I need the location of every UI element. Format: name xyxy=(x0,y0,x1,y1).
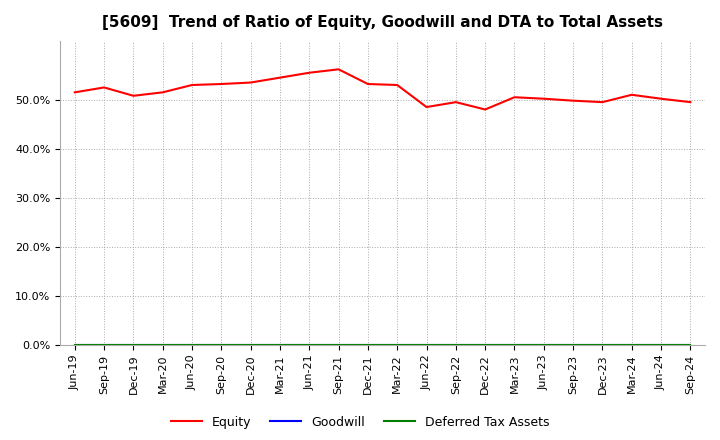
Goodwill xyxy=(510,342,519,347)
Goodwill xyxy=(217,342,225,347)
Goodwill xyxy=(422,342,431,347)
Goodwill xyxy=(71,342,79,347)
Goodwill xyxy=(276,342,284,347)
Equity xyxy=(539,96,548,101)
Equity xyxy=(71,90,79,95)
Equity xyxy=(569,98,577,103)
Equity xyxy=(276,75,284,80)
Goodwill xyxy=(569,342,577,347)
Equity xyxy=(246,80,255,85)
Equity xyxy=(393,82,402,88)
Equity xyxy=(364,81,372,87)
Goodwill xyxy=(627,342,636,347)
Equity xyxy=(598,99,607,105)
Deferred Tax Assets xyxy=(657,342,665,347)
Equity xyxy=(627,92,636,97)
Deferred Tax Assets xyxy=(334,342,343,347)
Goodwill xyxy=(364,342,372,347)
Goodwill xyxy=(657,342,665,347)
Equity xyxy=(158,90,167,95)
Deferred Tax Assets xyxy=(158,342,167,347)
Deferred Tax Assets xyxy=(129,342,138,347)
Deferred Tax Assets xyxy=(627,342,636,347)
Goodwill xyxy=(393,342,402,347)
Goodwill xyxy=(100,342,109,347)
Goodwill xyxy=(334,342,343,347)
Goodwill xyxy=(188,342,197,347)
Equity xyxy=(481,107,490,112)
Equity xyxy=(188,82,197,88)
Equity xyxy=(100,85,109,90)
Goodwill xyxy=(539,342,548,347)
Equity xyxy=(422,104,431,110)
Goodwill xyxy=(686,342,695,347)
Deferred Tax Assets xyxy=(539,342,548,347)
Title: [5609]  Trend of Ratio of Equity, Goodwill and DTA to Total Assets: [5609] Trend of Ratio of Equity, Goodwil… xyxy=(102,15,663,30)
Deferred Tax Assets xyxy=(71,342,79,347)
Goodwill xyxy=(481,342,490,347)
Deferred Tax Assets xyxy=(100,342,109,347)
Deferred Tax Assets xyxy=(364,342,372,347)
Equity xyxy=(217,81,225,87)
Goodwill xyxy=(158,342,167,347)
Equity xyxy=(129,93,138,99)
Deferred Tax Assets xyxy=(481,342,490,347)
Deferred Tax Assets xyxy=(569,342,577,347)
Equity xyxy=(686,99,695,105)
Legend: Equity, Goodwill, Deferred Tax Assets: Equity, Goodwill, Deferred Tax Assets xyxy=(166,411,554,434)
Equity xyxy=(510,95,519,100)
Deferred Tax Assets xyxy=(276,342,284,347)
Deferred Tax Assets xyxy=(305,342,314,347)
Deferred Tax Assets xyxy=(686,342,695,347)
Line: Equity: Equity xyxy=(75,70,690,110)
Deferred Tax Assets xyxy=(393,342,402,347)
Deferred Tax Assets xyxy=(188,342,197,347)
Equity xyxy=(657,96,665,101)
Equity xyxy=(305,70,314,75)
Equity xyxy=(334,67,343,72)
Goodwill xyxy=(129,342,138,347)
Deferred Tax Assets xyxy=(451,342,460,347)
Deferred Tax Assets xyxy=(246,342,255,347)
Deferred Tax Assets xyxy=(598,342,607,347)
Deferred Tax Assets xyxy=(422,342,431,347)
Goodwill xyxy=(598,342,607,347)
Goodwill xyxy=(451,342,460,347)
Equity xyxy=(451,99,460,105)
Goodwill xyxy=(246,342,255,347)
Deferred Tax Assets xyxy=(510,342,519,347)
Deferred Tax Assets xyxy=(217,342,225,347)
Goodwill xyxy=(305,342,314,347)
